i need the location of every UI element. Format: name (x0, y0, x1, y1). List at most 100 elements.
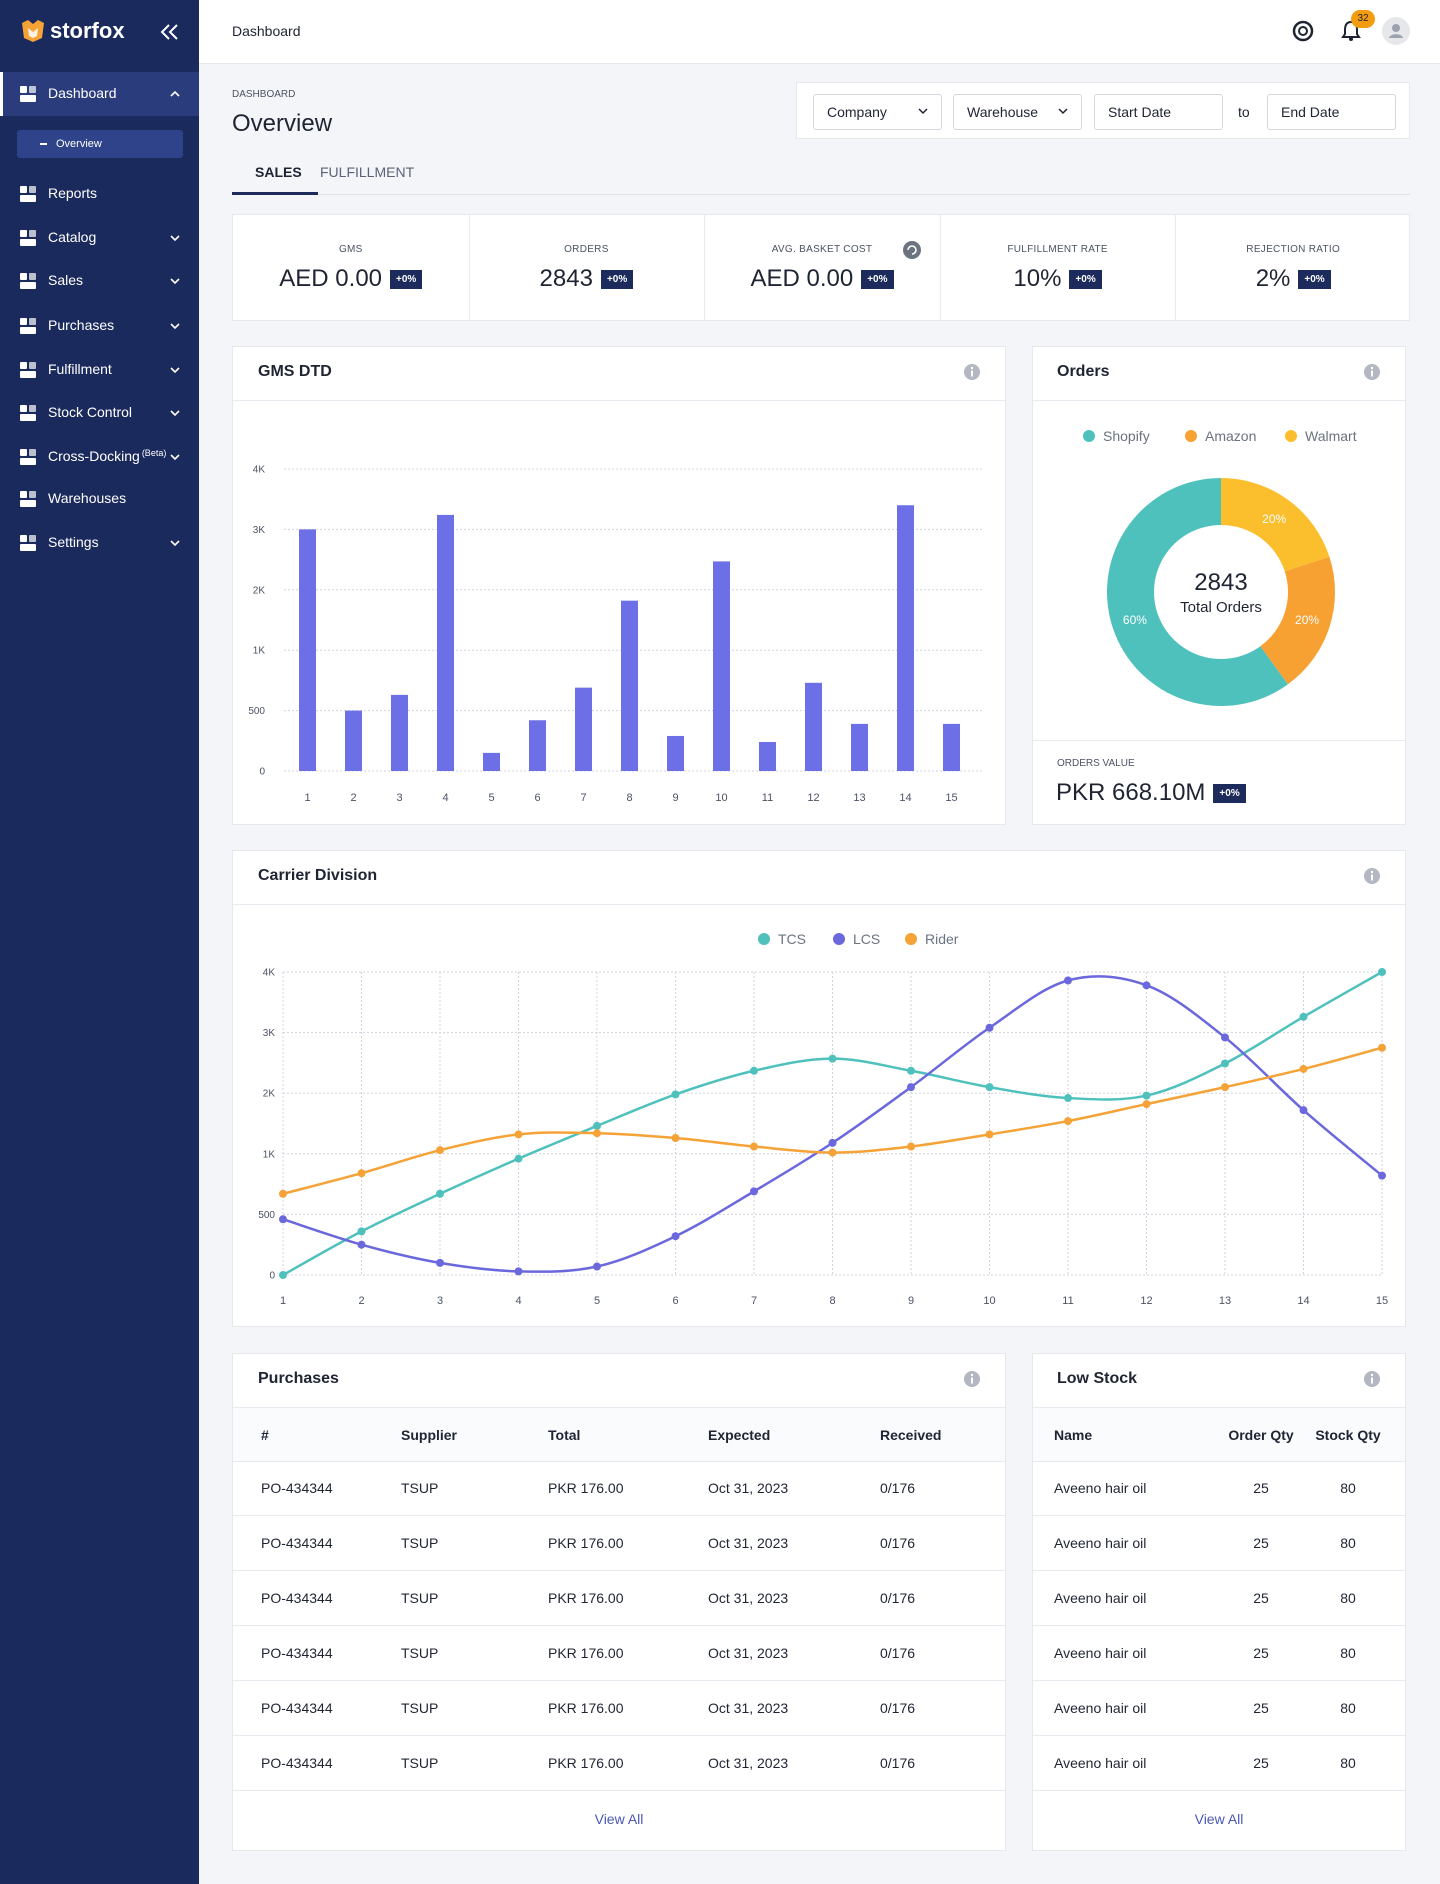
separator (1033, 740, 1405, 741)
x-tick-label: 12 (1140, 1295, 1152, 1307)
nav-chevron (170, 235, 180, 242)
kpi-label: GMS (338, 244, 363, 255)
info-stem (1371, 1377, 1373, 1384)
row-divider (233, 1735, 1005, 1736)
start-date-input[interactable]: Start Date (1094, 94, 1223, 130)
legend-label: Shopify (1103, 428, 1150, 444)
company-select[interactable]: Company (813, 94, 942, 130)
kpi-value: 2% +0% (1178, 265, 1408, 293)
info-dot (1370, 366, 1374, 370)
refresh-arrow (907, 245, 917, 255)
y-tick-label: 2K (263, 1089, 276, 1100)
bar (759, 742, 776, 771)
table-cell: PO-434344 (261, 1590, 333, 1606)
nav-item[interactable]: Dashboard (48, 85, 117, 101)
end-date-input[interactable]: End Date (1267, 94, 1396, 130)
beta-tag: (Beta) (141, 448, 167, 458)
nav-item[interactable]: Warehouses (48, 490, 127, 506)
nav-item[interactable]: Fulfillment (48, 361, 112, 377)
help-icon[interactable] (1292, 20, 1314, 42)
y-tick-label: 0 (269, 1271, 275, 1282)
active-indicator (0, 72, 3, 116)
x-tick-label: 4 (442, 792, 448, 804)
separator (1033, 400, 1405, 401)
info-icon (1364, 1371, 1380, 1387)
nav-icon (20, 86, 36, 102)
table-header-bg (233, 1408, 1005, 1462)
point (514, 1267, 523, 1276)
select-label: Warehouse (967, 104, 1039, 120)
icon-shape (20, 230, 27, 237)
table-cell: 0/176 (880, 1535, 916, 1551)
card-title: Purchases (258, 1370, 339, 1387)
point (750, 1142, 758, 1151)
logo-icon (22, 20, 44, 42)
table-cell: 80 (1340, 1590, 1356, 1606)
table-cell: Oct 31, 2023 (708, 1590, 789, 1606)
nav-item[interactable]: Reports (48, 185, 98, 201)
nav-item[interactable]: Cross-Docking (Beta) (48, 448, 167, 464)
separator (233, 904, 1405, 905)
icon-shape (29, 86, 36, 93)
table-header-bg (1033, 1408, 1405, 1462)
point (279, 1215, 287, 1224)
table-cell: 0/176 (880, 1700, 916, 1716)
info-dot (970, 1373, 974, 1377)
row-divider (233, 1625, 1005, 1626)
table-cell: PKR 176.00 (548, 1590, 624, 1606)
nav-item[interactable]: Sales (48, 272, 84, 288)
tab[interactable]: FULFILLMENT (320, 164, 415, 180)
nav-item[interactable]: Purchases (48, 317, 115, 333)
view-all-link[interactable]: View All (594, 1811, 644, 1827)
x-tick-label: 6 (534, 792, 540, 804)
value: PKR 668.10M (1056, 779, 1206, 806)
nav-icon (20, 449, 36, 465)
table-cell: Aveeno hair oil (1054, 1755, 1147, 1771)
card-title: GMS DTD (258, 363, 332, 380)
input-placeholder: Start Date (1108, 104, 1172, 120)
table-cell: PO-434344 (261, 1645, 333, 1661)
donut-segment (1221, 478, 1330, 572)
nav-icon (20, 230, 36, 246)
center-label: Total Orders (1180, 599, 1262, 616)
segment-label: 60% (1123, 613, 1147, 627)
tab[interactable]: SALES (255, 164, 302, 180)
warehouse-select[interactable]: Warehouse (953, 94, 1082, 130)
avatar[interactable] (1381, 16, 1411, 46)
table-cell: TSUP (401, 1645, 439, 1661)
bar (345, 710, 362, 771)
nav-item[interactable]: Catalog (48, 229, 97, 245)
point (907, 1066, 915, 1075)
kpi-card: GMS AED 0.00 +0% ORDERS 2843 +0% AVG. BASKET C… (232, 214, 1410, 321)
nav-item[interactable]: Settings (48, 534, 99, 550)
info-icon (964, 364, 980, 380)
x-tick-label: 2 (358, 1295, 364, 1307)
table-cell: PKR 176.00 (548, 1755, 624, 1771)
low-stock-card: Low Stock Name Order Qty Stock Qty Aveeno h… (1032, 1353, 1406, 1851)
nav-chevron (170, 278, 180, 285)
legend-label: Amazon (1205, 428, 1256, 444)
select-label: Company (827, 104, 887, 120)
sidebar: storfox Overview Dashboard Reports Catalog… (0, 0, 199, 1884)
info-stem (1371, 874, 1373, 881)
row-divider (1033, 1790, 1405, 1791)
icon-shape (20, 273, 27, 280)
legend-dot (1083, 430, 1095, 442)
sub-nav-item[interactable]: Overview (17, 130, 183, 158)
point (1221, 1059, 1229, 1068)
icon-shape (29, 318, 36, 325)
collapse-button[interactable] (160, 22, 180, 42)
nav-item[interactable]: Stock Control (48, 404, 133, 420)
tab-baseline (232, 194, 1410, 195)
point (357, 1227, 366, 1236)
kpi-label: ORDERS (564, 244, 609, 255)
table-cell: Aveeno hair oil (1054, 1480, 1147, 1496)
view-all-link[interactable]: View All (1194, 1811, 1244, 1827)
point (1142, 1100, 1151, 1109)
x-tick-label: 3 (396, 792, 402, 804)
sub-dash (40, 143, 47, 145)
table-cell: PO-434344 (261, 1535, 333, 1551)
bar (575, 687, 592, 771)
column-header: Order Qty (1228, 1427, 1294, 1443)
row-divider (1033, 1680, 1405, 1681)
